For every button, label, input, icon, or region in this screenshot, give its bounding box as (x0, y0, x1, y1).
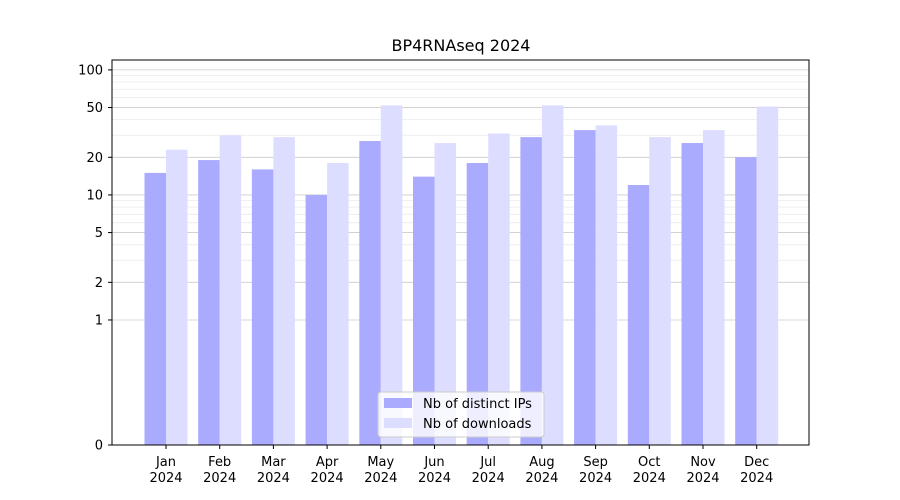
bar-downloads (327, 163, 349, 445)
bar-distinct-ips (413, 176, 435, 445)
y-tick-label: 1 (95, 313, 103, 328)
bar-downloads (380, 105, 403, 446)
x-tick-label-year: 2024 (686, 471, 719, 486)
y-tick-label: 10 (86, 188, 103, 203)
x-tick-label-year: 2024 (257, 471, 290, 486)
legend-swatch (384, 398, 412, 408)
y-tick-label: 50 (86, 101, 103, 116)
bar-downloads (595, 125, 618, 445)
y-tick-label: 5 (95, 226, 103, 241)
y-tick-label: 0 (95, 439, 103, 454)
x-tick-label-year: 2024 (472, 471, 505, 486)
x-tick-label-year: 2024 (364, 471, 397, 486)
x-tick-label-year: 2024 (579, 471, 612, 486)
legend-label: Nb of distinct IPs (423, 397, 532, 412)
y-tick-label: 100 (78, 63, 103, 78)
x-tick-label-year: 2024 (740, 471, 773, 486)
y-axis: 0 1 2 5 10 20 50 100 (78, 63, 112, 454)
bar-distinct-ips (735, 157, 757, 445)
bar-distinct-ips (359, 140, 381, 445)
bar-downloads (434, 143, 456, 445)
x-tick-label-year: 2024 (203, 471, 236, 486)
bars (144, 105, 779, 446)
x-tick-label-month: Oct (638, 455, 660, 470)
bar-downloads (703, 130, 725, 445)
x-tick-label-month: Jun (423, 455, 444, 470)
x-tick-label-month: Aug (529, 455, 554, 470)
bar-downloads (273, 137, 295, 445)
bar-downloads (541, 105, 564, 446)
bar-downloads (488, 133, 510, 445)
bar-distinct-ips (466, 163, 489, 445)
bar-distinct-ips (198, 160, 220, 445)
bar-distinct-ips (305, 194, 328, 445)
x-tick-label-year: 2024 (418, 471, 451, 486)
x-tick-label-month: Sep (583, 455, 608, 470)
x-tick-label-year: 2024 (633, 471, 666, 486)
bar-distinct-ips (144, 172, 166, 445)
bar-distinct-ips (574, 130, 596, 445)
bar-distinct-ips (251, 169, 274, 445)
bar-distinct-ips (681, 143, 703, 445)
x-tick-label-year: 2024 (311, 471, 344, 486)
plot-frame (111, 59, 810, 446)
x-axis: Jan2024Feb2024Mar2024Apr2024May2024Jun20… (149, 445, 773, 486)
legend-swatch (384, 418, 412, 428)
x-tick-label-month: Jul (479, 455, 496, 470)
legend-label: Nb of downloads (423, 417, 532, 432)
y-tick-label: 20 (86, 151, 103, 166)
y-tick-label: 2 (95, 276, 103, 291)
bar-downloads (649, 137, 671, 445)
x-tick-label-year: 2024 (149, 471, 182, 486)
legend: Nb of distinct IPs Nb of downloads (377, 391, 545, 438)
x-tick-label-month: Feb (208, 455, 231, 470)
x-tick-label-month: Dec (744, 455, 769, 470)
bar-downloads (756, 106, 779, 445)
bar-downloads (219, 135, 242, 445)
x-tick-label-month: Nov (690, 455, 716, 470)
x-tick-label-month: Apr (316, 455, 339, 470)
bar-downloads (166, 149, 188, 446)
legend-box (377, 391, 545, 438)
x-tick-label-month: Jan (155, 455, 176, 470)
bar-distinct-ips (520, 137, 542, 445)
chart-title: BP4RNAseq 2024 (392, 36, 531, 55)
x-tick-label-month: Mar (261, 455, 286, 470)
bar-distinct-ips (627, 185, 650, 445)
x-tick-label-year: 2024 (525, 471, 558, 486)
x-tick-label-month: May (367, 455, 394, 470)
